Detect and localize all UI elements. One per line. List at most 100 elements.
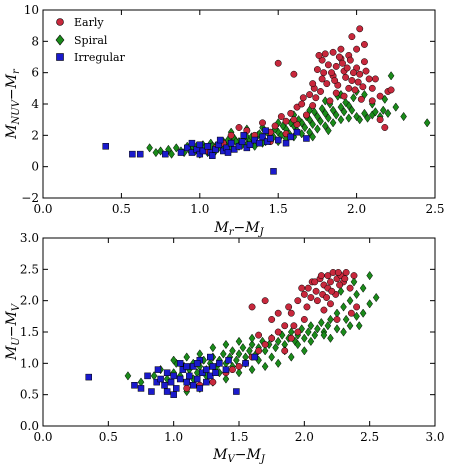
top-point-early: [354, 78, 362, 86]
top-point-early: [329, 48, 337, 56]
bottom-point-spiral: [320, 330, 328, 340]
top-point-early: [298, 100, 306, 108]
top-point-irregular: [240, 132, 247, 139]
top-point-irregular: [188, 139, 196, 147]
top-x-tick-label: 0.5: [112, 202, 131, 216]
top-x-tick-label: 2.5: [425, 202, 444, 216]
bottom-x-tick-label: 1.0: [164, 430, 183, 444]
bottom-point-spiral: [340, 327, 347, 337]
top-point-early: [323, 80, 331, 88]
bottom-y-tick-label: 0.0: [20, 419, 39, 433]
bottom-point-irregular: [183, 363, 190, 370]
bottom-point-spiral: [346, 296, 354, 306]
bottom-point-irregular: [157, 375, 164, 383]
bottom-point-spiral: [355, 321, 363, 331]
bottom-point-irregular: [170, 372, 177, 380]
bottom-point-irregular: [186, 372, 193, 380]
bottom-point-early: [346, 284, 354, 292]
bottom-point-irregular: [222, 366, 230, 373]
top-point-early: [357, 95, 365, 103]
top-point-irregular: [287, 133, 294, 141]
top-point-spiral: [342, 97, 349, 108]
top-point-early: [351, 86, 359, 94]
top-point-early: [302, 111, 310, 119]
bottom-point-irregular: [85, 373, 92, 381]
top-point-early: [326, 97, 334, 105]
bottom-point-early: [334, 269, 342, 276]
top-point-irregular: [282, 139, 290, 147]
top-point-irregular: [129, 150, 136, 158]
bottom-point-irregular: [163, 369, 171, 376]
top-point-early: [259, 119, 266, 127]
bottom-point-early: [274, 309, 282, 317]
bottom-point-early: [347, 309, 355, 317]
bottom-point-early: [298, 284, 306, 292]
top-point-spiral: [309, 119, 317, 129]
top-point-early: [368, 84, 376, 92]
bottom-point-early: [303, 303, 311, 311]
bottom-point-spiral: [327, 314, 334, 325]
top-point-early: [339, 59, 346, 67]
top-point-spiral: [350, 93, 357, 103]
top-point-irregular: [246, 141, 254, 148]
top-point-early: [227, 131, 235, 139]
top-point-spiral: [387, 71, 395, 81]
bottom-point-spiral: [324, 321, 332, 331]
bottom-point-irregular: [173, 385, 180, 392]
bottom-point-spiral: [318, 317, 325, 328]
top-point-early: [371, 75, 379, 83]
bottom-point-irregular: [207, 353, 214, 361]
bottom-point-spiral: [287, 352, 295, 362]
bottom-point-spiral: [209, 343, 217, 353]
top-point-early: [318, 56, 326, 64]
top-point-irregular: [209, 152, 216, 159]
top-point-spiral: [345, 113, 353, 123]
top-y-tick-label: 6: [31, 66, 39, 80]
bottom-point-irregular: [167, 378, 175, 386]
bottom-point-early: [317, 272, 325, 280]
top-point-irregular: [196, 141, 204, 148]
bottom-point-early: [290, 322, 298, 330]
bottom-point-early: [300, 316, 308, 323]
top-point-spiral: [152, 147, 160, 158]
top-point-irregular: [184, 144, 191, 152]
bottom-point-spiral: [235, 368, 243, 378]
bottom-plot-frame: [42, 237, 436, 427]
top-point-early: [309, 80, 317, 88]
top-point-spiral: [400, 111, 407, 122]
top-point-early: [324, 61, 332, 69]
bottom-point-spiral: [235, 349, 243, 359]
bottom-point-spiral: [150, 371, 158, 381]
top-point-early: [293, 120, 301, 128]
top-point-early: [309, 102, 317, 110]
top-point-early: [321, 50, 329, 58]
top-y-tick-label: −2: [21, 191, 39, 205]
bottom-point-early: [287, 309, 295, 317]
top-x-axis-label: Mr−MJ: [213, 220, 264, 238]
bottom-point-early: [327, 278, 334, 286]
bottom-point-spiral: [268, 352, 275, 362]
bottom-point-spiral: [196, 349, 204, 359]
bottom-x-tick-label: 2.0: [295, 430, 314, 444]
bottom-point-irregular: [163, 388, 171, 395]
bottom-point-spiral: [248, 339, 256, 350]
bottom-point-irregular: [190, 382, 197, 389]
top-point-early: [235, 124, 243, 131]
top-point-early: [359, 83, 367, 91]
bottom-x-tick-label: 3.0: [425, 430, 444, 444]
bottom-point-spiral: [372, 292, 380, 303]
bottom-point-irregular: [225, 356, 232, 364]
top-point-irregular: [262, 127, 269, 134]
bottom-point-spiral: [327, 333, 334, 343]
top-point-spiral: [321, 108, 329, 119]
legend-label-irregular: Irregular: [74, 51, 126, 64]
bottom-y-tick-label: 2.0: [20, 294, 39, 308]
bottom-point-early: [350, 272, 358, 280]
bottom-point-spiral: [222, 339, 230, 350]
top-point-irregular: [227, 139, 235, 147]
bottom-point-irregular: [203, 366, 210, 373]
bottom-point-early: [312, 287, 320, 295]
top-point-irregular: [293, 128, 301, 136]
bottom-point-early: [311, 278, 319, 286]
top-point-spiral: [332, 110, 340, 120]
